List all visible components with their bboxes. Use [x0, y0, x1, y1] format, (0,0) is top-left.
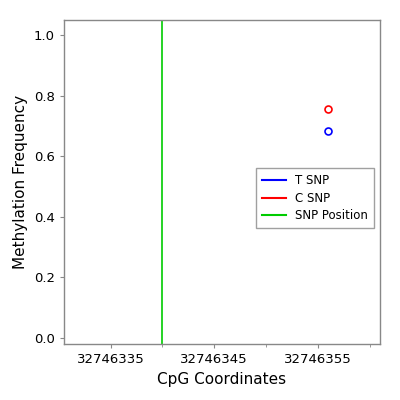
Legend: T SNP, C SNP, SNP Position: T SNP, C SNP, SNP Position — [256, 168, 374, 228]
X-axis label: CpG Coordinates: CpG Coordinates — [158, 372, 286, 386]
Y-axis label: Methylation Frequency: Methylation Frequency — [14, 95, 28, 269]
